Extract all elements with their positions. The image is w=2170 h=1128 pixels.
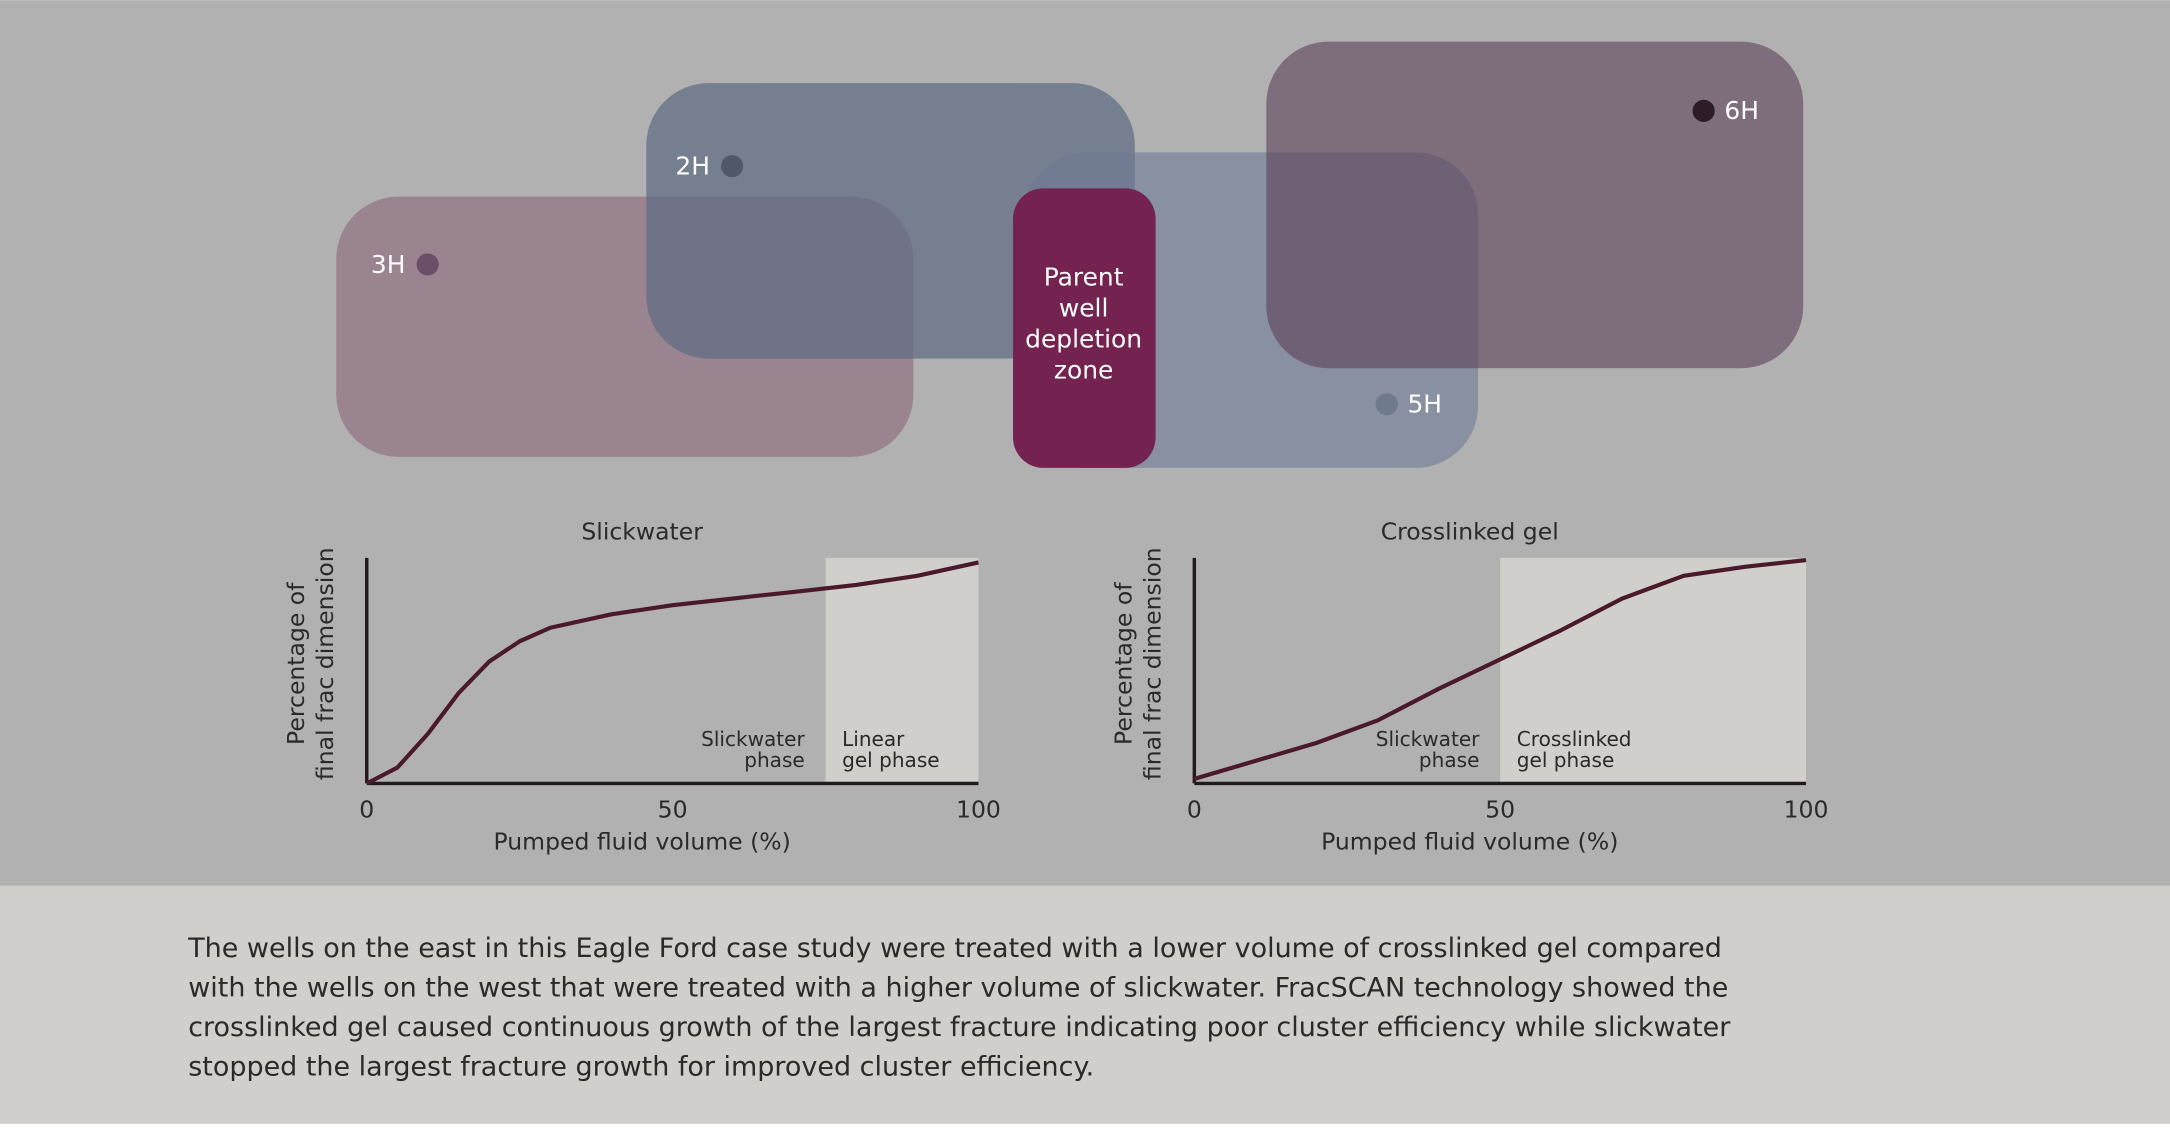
phase-label: gel phase xyxy=(842,748,940,772)
phase-label: gel phase xyxy=(1517,748,1615,772)
data-line xyxy=(1193,557,1807,781)
well-label: 3H xyxy=(371,250,406,279)
well-marker xyxy=(416,253,439,276)
x-tick-label: 0 xyxy=(1187,796,1202,824)
x-tick-label: 100 xyxy=(956,796,1001,824)
x-tick-label: 0 xyxy=(359,796,374,824)
parent-zone-label: Parent xyxy=(1044,262,1124,291)
well-marker xyxy=(1692,99,1715,122)
y-axis-label: Percentage of xyxy=(1110,582,1138,745)
well-label: 6H xyxy=(1724,96,1759,125)
x-tick-label: 50 xyxy=(1485,796,1515,824)
phase-label: Crosslinked xyxy=(1517,727,1632,751)
well-label: 5H xyxy=(1407,390,1442,419)
phase-label: phase xyxy=(744,748,805,772)
caption-line: with the wells on the west that were tre… xyxy=(188,972,1728,1003)
parent-zone-label: zone xyxy=(1054,356,1113,385)
chart-title: Crosslinked gel xyxy=(1381,517,1559,545)
parent-zone xyxy=(1013,188,1156,468)
x-tick-label: 50 xyxy=(658,796,688,824)
caption-line: stopped the largest fracture growth for … xyxy=(188,1051,1094,1082)
y-axis-label: final frac dimension xyxy=(1139,547,1167,780)
parent-zone-label: depletion xyxy=(1025,325,1142,354)
x-axis-label: Pumped fluid volume (%) xyxy=(493,827,790,855)
caption-line: crosslinked gel caused continuous growth… xyxy=(188,1012,1731,1043)
phase-label: Slickwater xyxy=(1376,727,1480,751)
data-line xyxy=(365,560,979,786)
phase-label: phase xyxy=(1419,748,1480,772)
chart-title: Slickwater xyxy=(581,517,703,545)
phase-shade xyxy=(825,557,979,784)
phase-label: Linear xyxy=(842,727,905,751)
x-axis-label: Pumped fluid volume (%) xyxy=(1321,827,1618,855)
y-axis-label: Percentage of xyxy=(282,582,310,745)
well-zone-6h xyxy=(1266,41,1804,369)
well-label: 2H xyxy=(675,152,710,181)
caption-panel xyxy=(0,885,2170,1124)
parent-zone-label: well xyxy=(1059,293,1109,322)
x-tick-label: 100 xyxy=(1784,796,1829,824)
well-marker xyxy=(721,155,744,178)
y-axis-label: final frac dimension xyxy=(311,547,339,780)
caption-line: The wells on the east in this Eagle Ford… xyxy=(187,933,1722,964)
phase-shade xyxy=(1500,557,1807,784)
phase-label: Slickwater xyxy=(701,727,805,751)
well-marker xyxy=(1375,393,1398,416)
well-zone-2h xyxy=(646,83,1135,359)
